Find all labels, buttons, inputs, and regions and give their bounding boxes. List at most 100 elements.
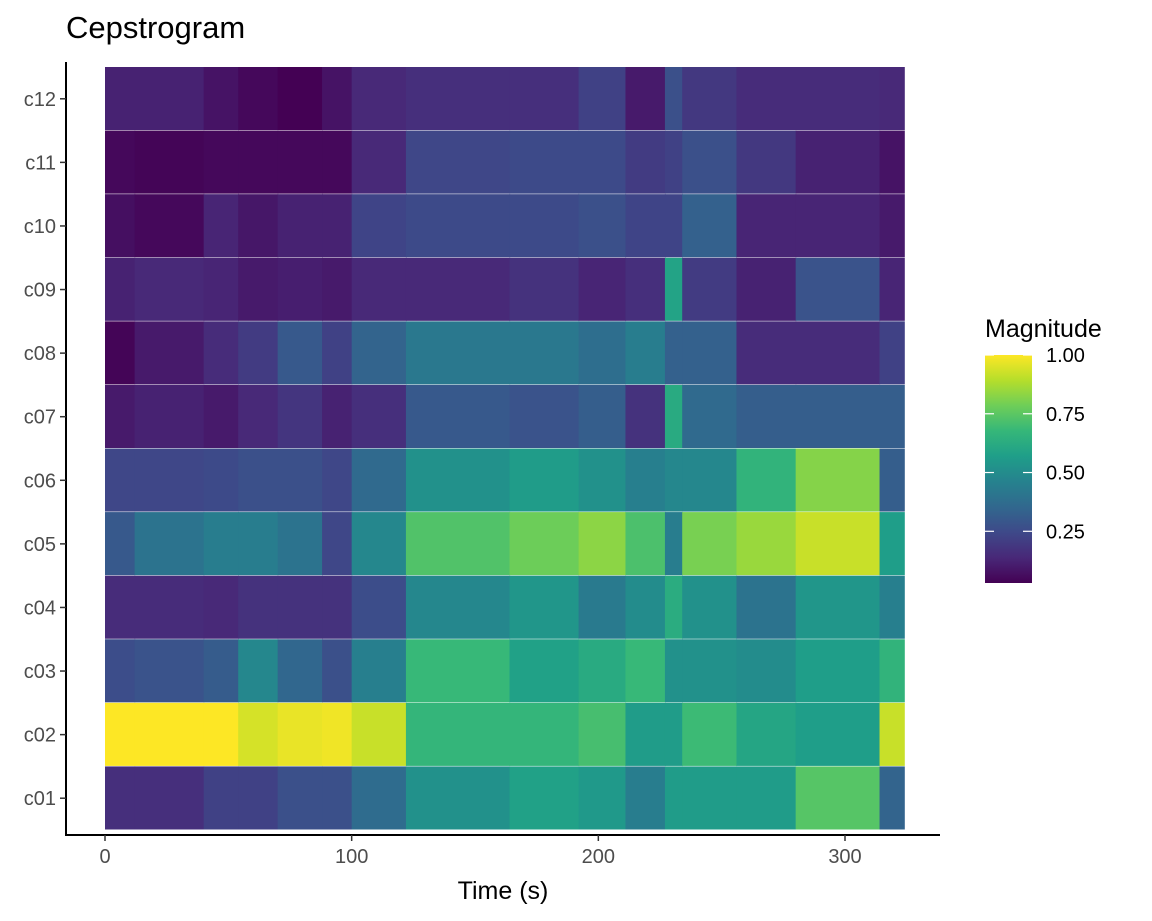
y-tick-label-c07: c07 — [24, 407, 56, 429]
cell-c06-4 — [277, 448, 323, 512]
y-tick-label-c10: c10 — [24, 216, 56, 238]
cell-c05-3 — [238, 512, 279, 576]
cell-c10-15 — [879, 194, 905, 258]
cell-c05-11 — [664, 512, 683, 576]
cell-c11-3 — [238, 130, 279, 194]
heatmap-cells — [105, 67, 905, 830]
cell-c09-2 — [203, 257, 239, 321]
cell-c08-14 — [795, 321, 881, 385]
legend-tick-label-1: 0.75 — [1046, 404, 1085, 426]
cell-c09-9 — [578, 257, 627, 321]
cell-c03-2 — [203, 639, 239, 703]
cell-c04-8 — [509, 575, 580, 639]
cell-c09-13 — [736, 257, 797, 321]
legend: Magnitude 1.00 0.75 0.50 0.25 — [985, 315, 1102, 583]
cell-c02-9 — [578, 702, 627, 766]
cell-c10-0 — [105, 194, 136, 258]
cell-c10-13 — [736, 194, 797, 258]
cell-c04-2 — [203, 575, 239, 639]
cell-c08-11 — [664, 321, 683, 385]
cell-c06-5 — [322, 448, 353, 512]
cell-c08-5 — [322, 321, 353, 385]
cell-c09-4 — [277, 257, 323, 321]
cell-c02-11 — [664, 702, 683, 766]
cell-c05-8 — [509, 512, 580, 576]
cell-c11-13 — [736, 130, 797, 194]
cell-c12-3 — [238, 67, 279, 131]
cell-c08-1 — [134, 321, 205, 385]
cell-c02-3 — [238, 702, 279, 766]
cell-c04-3 — [238, 575, 279, 639]
cell-c08-10 — [625, 321, 666, 385]
cell-c12-4 — [277, 67, 323, 131]
cell-c01-9 — [578, 766, 627, 830]
cell-c01-10 — [625, 766, 666, 830]
x-tick-label-300: 300 — [828, 846, 861, 868]
cell-c02-10 — [625, 702, 666, 766]
cell-c09-14 — [795, 257, 881, 321]
cell-c05-9 — [578, 512, 627, 576]
cell-c11-7 — [405, 130, 511, 194]
cell-c02-12 — [682, 702, 738, 766]
cell-c06-13 — [736, 448, 797, 512]
cell-c11-2 — [203, 130, 239, 194]
cell-c05-4 — [277, 512, 323, 576]
cell-c12-5 — [322, 67, 353, 131]
cell-c01-7 — [405, 766, 511, 830]
cell-c01-2 — [203, 766, 239, 830]
cell-c11-4 — [277, 130, 323, 194]
x-tick-label-0: 0 — [99, 846, 110, 868]
cell-c04-7 — [405, 575, 511, 639]
legend-title: Magnitude — [985, 315, 1102, 343]
cell-c03-3 — [238, 639, 279, 703]
legend-tick-label-3: 0.25 — [1046, 521, 1085, 543]
cell-c10-9 — [578, 194, 627, 258]
cell-c05-14 — [795, 512, 881, 576]
cell-c07-11 — [664, 384, 683, 448]
cell-c01-11 — [664, 766, 683, 830]
cell-c05-10 — [625, 512, 666, 576]
cell-c08-12 — [682, 321, 738, 385]
cell-c11-0 — [105, 130, 136, 194]
cell-c02-1 — [134, 702, 205, 766]
cell-c03-1 — [134, 639, 205, 703]
axes — [65, 62, 940, 836]
y-axis-ticks: c12 c11 c10 c09 c08 c07 c06 c05 c04 c03 c02 c01 — [24, 89, 66, 810]
cell-c09-8 — [509, 257, 580, 321]
cell-c11-12 — [682, 130, 738, 194]
cell-c07-15 — [879, 384, 905, 448]
cell-c04-6 — [351, 575, 407, 639]
cell-c07-1 — [134, 384, 205, 448]
cell-c01-6 — [351, 766, 407, 830]
x-axis-label: Time (s) — [458, 877, 549, 905]
cell-c04-9 — [578, 575, 627, 639]
cell-c08-15 — [879, 321, 905, 385]
cell-c05-2 — [203, 512, 239, 576]
x-axis-ticks: 0 100 200 300 — [99, 835, 862, 868]
cell-c02-2 — [203, 702, 239, 766]
cell-c11-5 — [322, 130, 353, 194]
cell-c01-0 — [105, 766, 136, 830]
cell-c12-12 — [682, 67, 738, 131]
cell-c12-14 — [795, 67, 881, 131]
cell-c07-7 — [405, 384, 511, 448]
cell-c06-1 — [134, 448, 205, 512]
cell-c04-1 — [134, 575, 205, 639]
cell-c01-13 — [736, 766, 797, 830]
cell-c07-4 — [277, 384, 323, 448]
cell-c10-5 — [322, 194, 353, 258]
cell-c09-15 — [879, 257, 905, 321]
cell-c04-10 — [625, 575, 666, 639]
cell-c10-10 — [625, 194, 666, 258]
y-tick-label-c02: c02 — [24, 725, 56, 747]
cell-c09-5 — [322, 257, 353, 321]
chart-title: Cepstrogram — [66, 10, 246, 45]
cell-c03-9 — [578, 639, 627, 703]
cell-c02-14 — [795, 702, 881, 766]
cell-c01-4 — [277, 766, 323, 830]
cell-c09-6 — [351, 257, 407, 321]
cell-c08-2 — [203, 321, 239, 385]
cell-c01-8 — [509, 766, 580, 830]
cell-c02-0 — [105, 702, 136, 766]
cell-c03-14 — [795, 639, 881, 703]
